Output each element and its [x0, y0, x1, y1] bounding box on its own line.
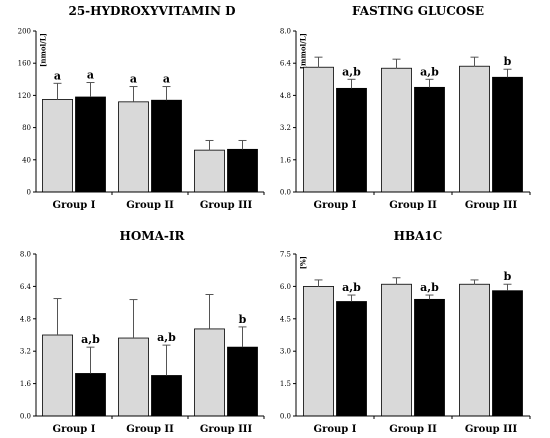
y-tick-label: 3.0	[280, 348, 291, 356]
bar	[336, 301, 367, 417]
bar	[42, 334, 73, 417]
x-tick-label: Group III	[200, 200, 253, 211]
bar	[459, 283, 490, 417]
x-tick-label: Group II	[126, 200, 174, 211]
bar	[75, 96, 106, 193]
bar	[194, 328, 225, 417]
chart-title: 25-HYDROXYVITAMIN D	[68, 4, 235, 18]
x-tick-label: Group I	[314, 200, 357, 211]
bar	[151, 375, 182, 417]
y-tick-label: 8.0	[280, 28, 291, 36]
y-tick-label: 0	[27, 189, 31, 197]
chart-vitamin-d: 25-HYDROXYVITAMIN D [nmol/L] 0 40 80 120 160…	[18, 4, 265, 211]
bar	[42, 99, 73, 193]
bar	[118, 101, 149, 193]
x-tick-label: Group I	[53, 200, 96, 211]
x-tick-label: Group II	[389, 424, 437, 435]
bar	[227, 148, 258, 193]
bar	[459, 65, 490, 193]
y-axis-label: [%]	[299, 256, 308, 269]
bar	[194, 149, 225, 193]
bar	[303, 285, 334, 417]
significance-label: a,b	[420, 65, 439, 78]
y-tick-label: 0.0	[280, 189, 291, 197]
y-tick-label: 200	[18, 28, 31, 36]
bar	[414, 298, 445, 417]
y-tick-label: 40	[22, 156, 31, 164]
y-tick-label: 0.0	[280, 413, 291, 421]
y-tick-label: 4.8	[20, 315, 31, 323]
significance-label: a	[163, 73, 170, 86]
y-tick-label: 1.6	[20, 380, 32, 388]
significance-label: a,b	[342, 281, 361, 294]
bar	[75, 373, 106, 417]
y-tick-label: 80	[22, 124, 31, 132]
y-tick-label: 1.5	[280, 380, 291, 388]
y-tick-label: 0.0	[20, 413, 31, 421]
bar	[414, 86, 445, 193]
chart-title: HOMA-IR	[120, 229, 186, 243]
x-tick-label: Group I	[314, 424, 357, 435]
y-tick-label: 1.6	[280, 156, 292, 164]
y-tick-label: 6.4	[280, 60, 292, 68]
chart-hba1c: HBA1C [%] 0.0 1.5 3.0 4.5 6.0 7.5 a,b Group I a,…	[280, 229, 531, 435]
y-tick-label: 3.2	[20, 348, 31, 356]
significance-label: b	[239, 313, 247, 326]
significance-label: a,b	[81, 333, 100, 346]
significance-label: a	[54, 69, 61, 82]
bar	[118, 337, 149, 417]
significance-label: a,b	[157, 331, 176, 344]
chart-homa-ir: HOMA-IR 0.0 1.6 3.2 4.8 6.4 8.0 a,b Group I a,b G…	[20, 229, 265, 435]
significance-label: b	[504, 55, 512, 68]
x-tick-label: Group I	[53, 424, 96, 435]
significance-label: a,b	[420, 281, 439, 294]
bar	[303, 66, 334, 193]
x-tick-label: Group II	[126, 424, 174, 435]
significance-label: a	[130, 73, 137, 86]
y-tick-label: 120	[18, 92, 31, 100]
x-tick-label: Group III	[465, 200, 518, 211]
y-tick-label: 6.0	[280, 283, 291, 291]
significance-label: a,b	[342, 65, 361, 78]
x-tick-label: Group II	[389, 200, 437, 211]
significance-label: a	[87, 69, 94, 82]
y-tick-label: 160	[18, 60, 31, 68]
y-axis-label: [mmol/L]	[299, 33, 308, 69]
bar	[227, 346, 258, 417]
x-tick-label: Group III	[200, 424, 253, 435]
x-tick-label: Group III	[465, 424, 518, 435]
chart-title: FASTING GLUCOSE	[352, 4, 484, 18]
bar	[381, 283, 412, 417]
bar	[492, 76, 523, 193]
bar	[336, 87, 367, 193]
bar	[151, 99, 182, 193]
y-tick-label: 4.8	[280, 92, 291, 100]
y-axis-label: [nmol/L]	[39, 33, 48, 67]
significance-label: b	[504, 270, 512, 283]
chart-fasting-glucose: FASTING GLUCOSE [mmol/L] 0.0 1.6 3.2 4.8 6.4…	[280, 4, 531, 211]
chart-title: HBA1C	[394, 229, 443, 243]
y-tick-label: 7.5	[280, 251, 291, 259]
bar	[492, 290, 523, 417]
y-tick-label: 4.5	[280, 315, 291, 323]
y-tick-label: 3.2	[280, 124, 291, 132]
y-tick-label: 8.0	[20, 251, 31, 259]
y-tick-label: 6.4	[20, 283, 32, 291]
bar	[381, 67, 412, 193]
